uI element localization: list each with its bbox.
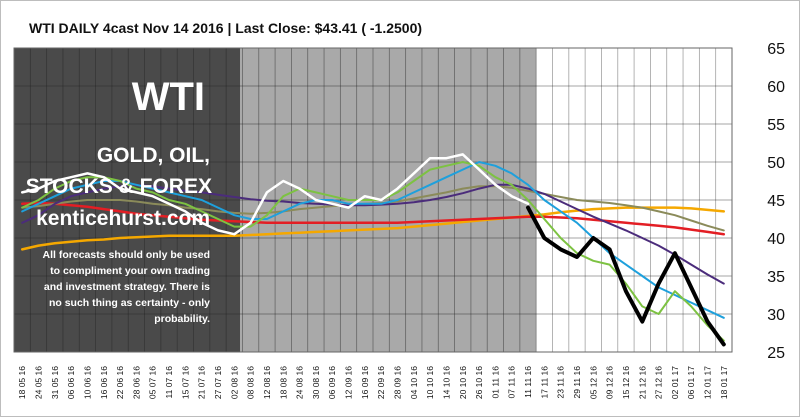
y-tick-label-50: 50	[767, 155, 785, 172]
disclaimer-line-5: probability.	[154, 313, 210, 325]
x-tick-label: 27 07 16	[213, 366, 223, 399]
x-tick-label: 12 01 17	[703, 366, 713, 399]
x-tick-label: 12 08 16	[262, 366, 272, 399]
series-red-ma	[20, 201, 726, 236]
title-close-value: $43.41	[314, 20, 358, 36]
x-tick-label: 26 10 16	[474, 366, 484, 399]
x-tick-label: 06 01 17	[686, 366, 696, 399]
title-instrument: WTI DAILY	[29, 20, 100, 36]
x-tick-label: 10 06 16	[82, 366, 92, 399]
x-tick-label: 17 11 16	[539, 366, 549, 399]
y-tick-label-65: 65	[767, 41, 785, 58]
disclaimer-line-1: All forecasts should only be used	[43, 249, 210, 261]
x-tick-label: 18 01 17	[719, 366, 729, 399]
x-tick-label: 18 05 16	[17, 366, 27, 399]
x-tick-label: 05 12 16	[588, 366, 598, 399]
x-tick-label: 15 07 16	[180, 366, 190, 399]
x-tick-label: 12 09 16	[344, 366, 354, 399]
overlay-brand: WTI	[132, 75, 205, 119]
y-tick-label-25: 25	[767, 345, 785, 362]
y-tick-label-30: 30	[767, 307, 785, 324]
x-tick-label: 09 12 16	[605, 366, 615, 399]
x-tick-label: 21 12 16	[637, 366, 647, 399]
x-tick-label: 31 05 16	[50, 366, 60, 399]
series-blue-ma	[21, 161, 725, 319]
y-tick-label-60: 60	[767, 79, 785, 96]
x-tick-label: 28 09 16	[393, 366, 403, 399]
x-tick-label: 28 06 16	[131, 366, 141, 399]
series-price-history	[20, 153, 530, 236]
x-tick-label: 29 11 16	[572, 366, 582, 399]
x-tick-label: 22 06 16	[115, 366, 125, 399]
y-tick-label-55: 55	[767, 117, 785, 134]
x-tick-label: 14 10 16	[441, 366, 451, 399]
x-tick-label: 11 11 16	[523, 366, 533, 398]
chart-title: WTI DAILY 4cast Nov 14 2016 | Last Close…	[29, 20, 422, 36]
plot-border	[13, 47, 733, 353]
series-price-forecast	[526, 205, 726, 347]
x-tick-label: 06 06 16	[66, 366, 76, 399]
series-orange-ma	[20, 206, 726, 251]
disclaimer-line-4: no such thing as certainty - only	[49, 297, 210, 309]
overlay-line1: GOLD, OIL,	[97, 144, 210, 167]
x-tick-label: 01 11 16	[490, 366, 500, 399]
title-model: 4cast	[102, 20, 139, 36]
x-tick-label: 04 10 16	[409, 366, 419, 399]
x-tick-label: 24 05 16	[34, 366, 44, 399]
x-tick-label: 15 12 16	[621, 366, 631, 399]
x-tick-label: 22 09 16	[376, 366, 386, 399]
x-tick-label: 05 07 16	[148, 366, 158, 399]
x-tick-label: 18 08 16	[278, 366, 288, 399]
overlay-line2: STOCKS & FOREX	[26, 175, 212, 198]
title-separator: |	[227, 20, 232, 36]
x-tick-label: 10 10 16	[425, 366, 435, 399]
series-fast-ma	[21, 161, 725, 342]
y-tick-label-45: 45	[767, 193, 785, 210]
x-tick-label: 27 12 16	[654, 366, 664, 399]
x-tick-label: 08 08 16	[246, 366, 256, 399]
x-tick-label: 24 08 16	[295, 366, 305, 399]
x-tick-label: 16 06 16	[99, 366, 109, 399]
x-tick-label: 30 08 16	[311, 366, 321, 399]
x-tick-label: 20 10 16	[458, 366, 468, 399]
x-tick-label: 16 09 16	[360, 366, 370, 399]
overlay-site: kenticehurst.com	[36, 207, 210, 230]
x-tick-label: 02 01 17	[670, 366, 680, 399]
x-tick-label: 21 07 16	[197, 366, 207, 399]
promo-overlay: WTI GOLD, OIL, STOCKS & FOREX kenticehur…	[26, 75, 212, 325]
disclaimer-line-3: and investment strategy. There is	[44, 281, 210, 293]
x-tick-label: 07 11 16	[507, 366, 517, 399]
x-tick-label: 23 11 16	[556, 366, 566, 399]
title-date: Nov 14 2016	[142, 20, 224, 36]
title-close-label: Last Close:	[235, 20, 311, 36]
x-tick-label: 11 07 16	[164, 366, 174, 399]
y-tick-label-35: 35	[767, 269, 785, 286]
y-tick-label-40: 40	[767, 231, 785, 248]
x-tick-label: 02 08 16	[229, 366, 239, 399]
title-change: ( -1.2500)	[361, 20, 423, 36]
x-tick-label: 06 09 16	[327, 366, 337, 399]
disclaimer-line-2: to compliment your own trading	[50, 265, 210, 277]
